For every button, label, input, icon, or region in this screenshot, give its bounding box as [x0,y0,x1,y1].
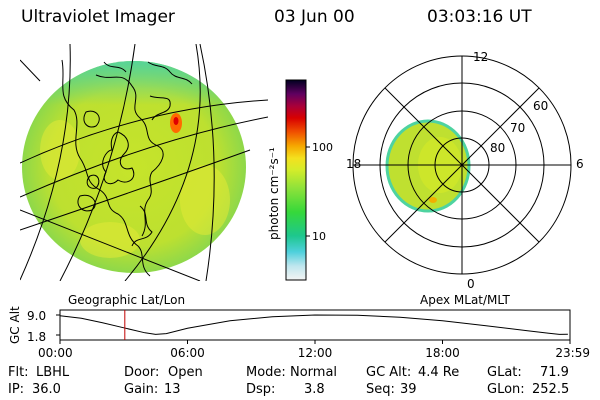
mlt-label-12: 12 [473,50,488,64]
mlat-label-70: 70 [510,121,525,135]
seq-value: 39 [400,382,417,397]
gcalt-xtick-label: 12:00 [298,346,333,360]
mode-label: Mode: [246,365,286,380]
gcalt-ytick-1.8: 1.8 [27,330,46,344]
gcalt-xtick-label: 00:00 [38,346,73,360]
gcalt-label: GC Alt: [366,365,412,380]
gain-value: 13 [164,382,181,397]
glon-value: 252.5 [532,382,570,397]
gcalt-xtick-label: 18:00 [425,346,460,360]
colorbar-tick-100: 100 [312,141,333,154]
door-value: Open [168,365,203,380]
colorbar-unit-label: photon cm⁻²s⁻¹ [267,147,281,240]
glat-label: GLat: [487,365,522,380]
flt-label: Flt: [8,365,29,380]
geographic-image [20,44,268,281]
mlt-label-18: 18 [346,157,361,171]
ip-value: 36.0 [32,382,61,397]
gcalt-series-line [59,314,568,335]
date-label: 03 Jun 00 [274,7,355,27]
dsp-value: 3.8 [304,382,325,397]
polar-label: Apex MLat/MLT [420,293,510,307]
polar-plot: 12 18 6 0 60 70 80 [346,50,584,291]
time-label: 03:03:16 UT [427,7,532,27]
ip-label: IP: [8,382,25,397]
gcalt-axis-label: GC Alt [8,306,22,344]
gcalt-xtick-label: 06:00 [170,346,205,360]
gcalt-value: 4.4 Re [418,365,460,380]
gain-label: Gain: [124,382,159,397]
colorbar [285,79,307,281]
dsp-label: Dsp: [246,382,276,397]
mlat-label-80: 80 [490,141,505,155]
seq-label: Seq: [366,382,395,397]
mlt-label-6: 6 [576,157,584,171]
geographic-label: Geographic Lat/Lon [68,293,185,307]
gcalt-ytick-9: 9.0 [27,309,46,323]
mlt-label-0: 0 [467,277,475,291]
gcalt-xtick-label: 23:59 [555,346,590,360]
instrument-title: Ultraviolet Imager [21,7,175,27]
colorbar-tick-10: 10 [312,230,326,243]
map-overlay [20,44,268,281]
colorbar-ticks [306,146,310,237]
door-label: Door: [124,365,160,380]
flt-value: LBHL [36,365,70,380]
gcalt-chart: GC Alt 9.0 1.8 00:00 06:00 12:00 18:00 23:59 [8,306,590,360]
glon-label: GLon: [487,382,525,397]
glat-value: 71.9 [540,365,569,380]
mode-value: Normal [290,365,338,380]
mlat-label-60: 60 [533,99,548,113]
